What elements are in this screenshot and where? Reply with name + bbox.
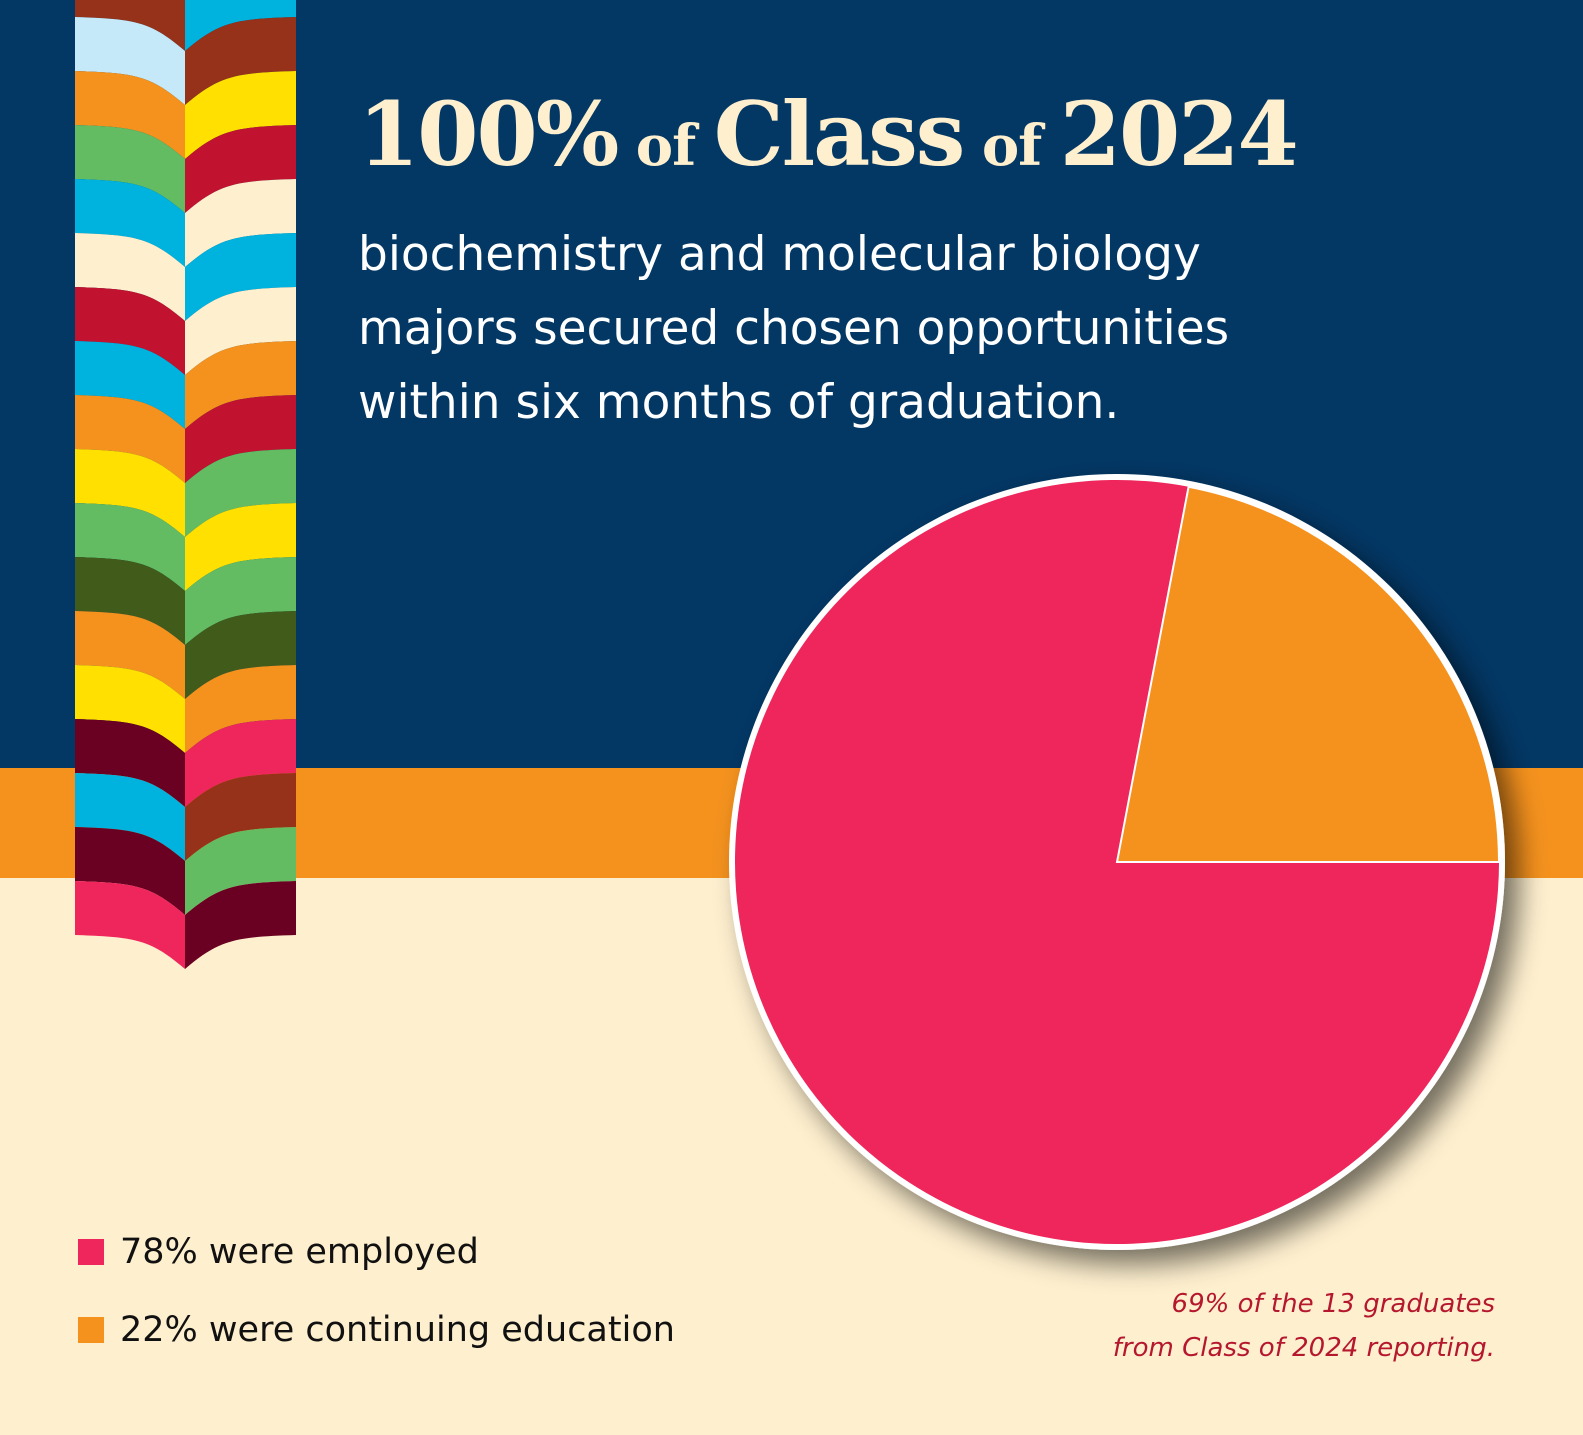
ribbon-stripe (185, 287, 296, 375)
ribbon-stripe (75, 0, 185, 51)
ribbon-stripe (185, 719, 296, 807)
ribbon-stripe (185, 881, 296, 969)
ribbon-stripe (185, 665, 296, 753)
ribbon-stripe (75, 503, 185, 591)
title-part: of (617, 113, 714, 179)
subtitle-line: majors secured chosen opportunities (358, 301, 1230, 356)
subtitle-line: within six months of graduation. (358, 375, 1120, 430)
ribbon-stripe (185, 71, 296, 159)
ribbon-stripe (75, 773, 185, 861)
ribbon-stripe (185, 179, 296, 267)
ribbon-stripe (75, 179, 185, 267)
title-part: Class (713, 82, 966, 186)
ribbon-stripe (75, 719, 185, 807)
subtitle: biochemistry and molecular biology majors… (358, 218, 1458, 440)
ribbon-stripe (185, 233, 296, 321)
footnote-line: from Class of 2024 reporting. (1112, 1333, 1495, 1363)
ribbon-stripe (185, 17, 296, 105)
ribbon-stripe (185, 503, 296, 591)
legend-label: 22% were continuing education (120, 1310, 675, 1350)
ribbon-stripe (185, 557, 296, 645)
ribbon-stripe (185, 449, 296, 537)
ribbon-stripe (185, 0, 296, 51)
ribbon-stripe (75, 17, 185, 105)
legend-item-continuing-education: 22% were continuing education (78, 1310, 675, 1350)
ribbon-stripe (75, 665, 185, 753)
title-part: 100% (358, 82, 619, 186)
ribbon-stripe (75, 395, 185, 483)
title-part: 2024 (1059, 82, 1299, 186)
legend-swatch-pink (78, 1239, 104, 1265)
footnote: 69% of the 13 graduates from Class of 20… (1113, 1282, 1495, 1370)
subtitle-line: biochemistry and molecular biology (358, 227, 1201, 282)
ribbon-stripe (185, 827, 296, 915)
legend-label: 78% were employed (120, 1232, 479, 1272)
ribbon-stripe (185, 611, 296, 699)
legend: 78% were employed 22% were continuing ed… (78, 1232, 675, 1388)
ribbon-stripe (185, 395, 296, 483)
ribbon-stripe (75, 71, 185, 159)
ribbon-stripe (185, 341, 296, 429)
ribbon-stripe (75, 341, 185, 429)
ribbon-stripe (75, 557, 185, 645)
ribbon-stripe (75, 881, 185, 969)
ribbon-stripe (185, 773, 296, 861)
legend-swatch-orange (78, 1317, 104, 1343)
ribbon-stripe (75, 233, 185, 321)
ribbon-stripe (185, 125, 296, 213)
footnote-line: 69% of the 13 graduates (1171, 1289, 1495, 1319)
ribbon-stripe (75, 827, 185, 915)
ribbon-stripe (75, 611, 185, 699)
pie-slice-continuing-education (1115, 485, 1501, 863)
title-part: of (963, 113, 1060, 179)
ribbon-stripe (75, 287, 185, 375)
ribbon-stripe (75, 125, 185, 213)
legend-item-employed: 78% were employed (78, 1232, 675, 1272)
page-title: 100% of Class of 2024 (358, 82, 1299, 186)
decorative-ribbon (75, 0, 296, 969)
ribbon-stripe (75, 449, 185, 537)
